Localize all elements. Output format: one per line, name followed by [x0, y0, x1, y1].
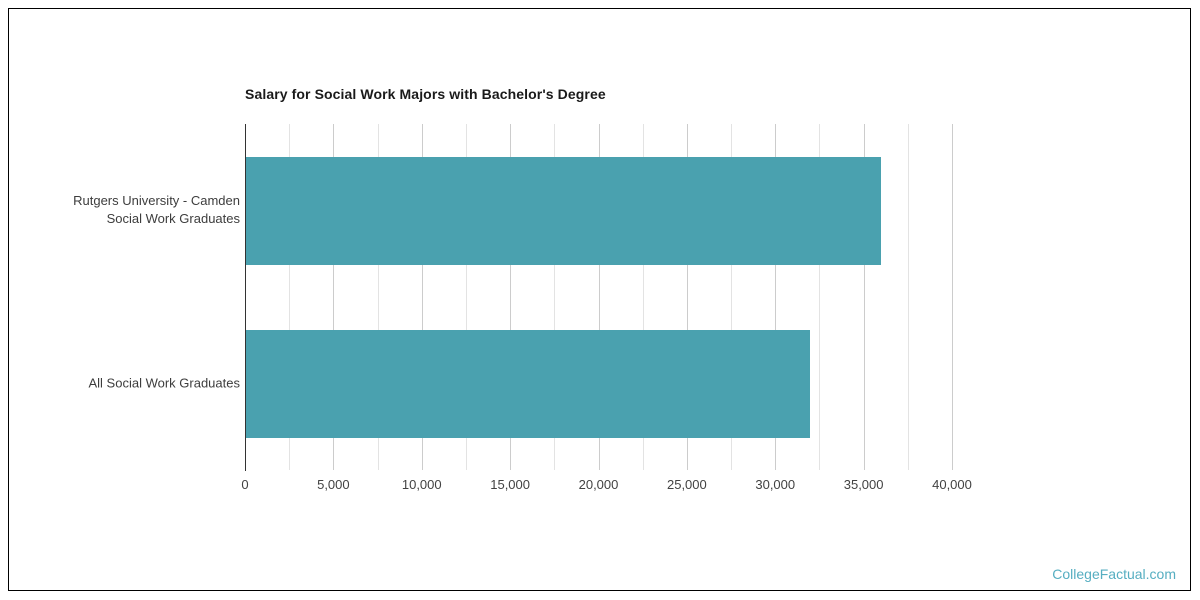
category-label-0: Rutgers University - Camden Social Work …: [73, 192, 240, 227]
gridline-27500: [731, 124, 733, 470]
gridline-20000: [598, 124, 600, 470]
gridline-25000: [686, 124, 688, 470]
gridline-15000: [510, 124, 512, 470]
gridline-22500: [642, 124, 644, 470]
gridline-5000: [333, 124, 335, 470]
x-tick-label-7: 35,000: [843, 477, 884, 492]
y-axis-line: [245, 124, 246, 471]
chart-title: Salary for Social Work Majors with Bache…: [245, 86, 606, 102]
x-tick-label-4: 20,000: [578, 477, 619, 492]
bar-1: [246, 329, 810, 438]
x-tick-label-8: 40,000: [932, 477, 972, 492]
gridline-37500: [907, 124, 909, 470]
watermark-link[interactable]: CollegeFactual.com: [1052, 566, 1176, 582]
gridline-10000: [421, 124, 423, 470]
x-tick-label-3: 15,000: [490, 477, 530, 492]
x-tick-label-0: 0: [241, 477, 249, 492]
bar-0: [246, 156, 881, 265]
gridline-12500: [465, 124, 467, 470]
gridline-17500: [554, 124, 556, 470]
gridline-32500: [819, 124, 821, 470]
gridline-35000: [863, 124, 865, 470]
y-axis-labels: Rutgers University - Camden Social Work …: [0, 0, 240, 600]
gridline-2500: [289, 124, 291, 470]
x-tick-label-5: 25,000: [666, 477, 707, 492]
x-tick-label-2: 10,000: [401, 477, 442, 492]
gridline-30000: [775, 124, 777, 470]
x-tick-label-1: 5,000: [317, 477, 350, 492]
gridline-7500: [377, 124, 379, 470]
x-tick-label-6: 30,000: [755, 477, 796, 492]
category-label-1: All Social Work Graduates: [88, 375, 241, 391]
gridline-40000: [952, 124, 953, 470]
plot-area: [245, 124, 953, 471]
